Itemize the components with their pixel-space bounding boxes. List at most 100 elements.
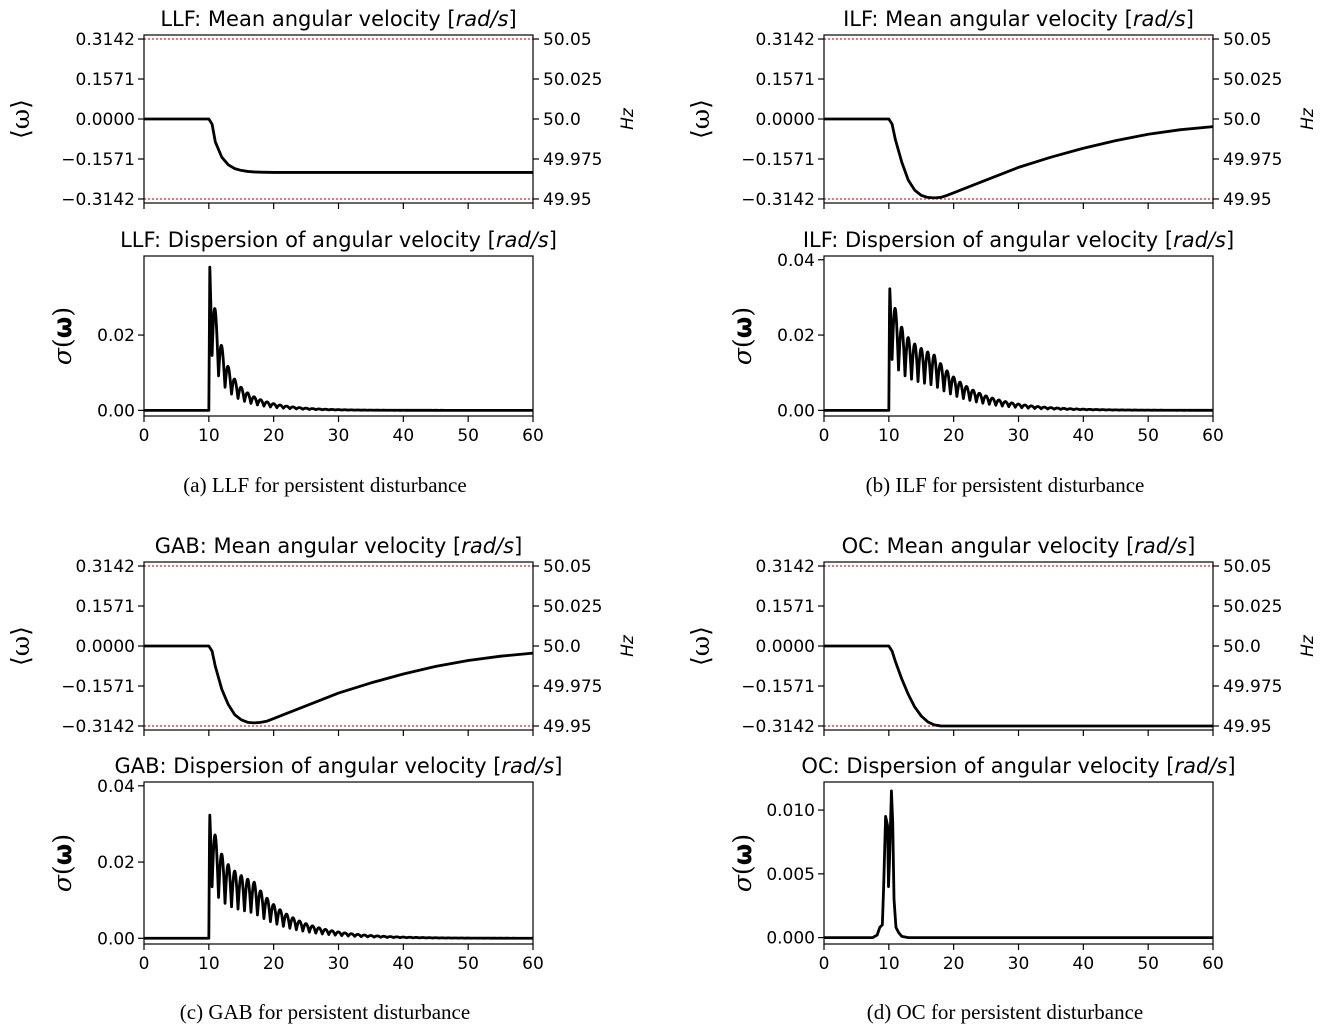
- y-right-axis-label-c: Hz: [618, 634, 638, 657]
- y-right-tick-label-d: 50.05: [1223, 557, 1272, 577]
- y-tick-label-c: −0.1571: [61, 677, 135, 697]
- y-right-tick-label-a: 50.025: [543, 70, 602, 90]
- y-tick-label-b: 0.3142: [756, 30, 815, 50]
- x-tick-label-d: 20: [943, 954, 965, 974]
- mean-plot-a: 0.3142 50.05 0.1571 50.025 0.0000 50.0 −0.1571…: [6, 7, 638, 210]
- dispersion-plot-c: 0.00 0.02 0.04 0 10 20 30 40 50 60 GAB: Dispersion…: [48, 754, 562, 974]
- x-tick-label-b: 0: [819, 426, 830, 446]
- plot-title-dispersion-d: OC: Dispersion of angular velocity [rad/…: [801, 754, 1235, 778]
- dispersion-axes-frame-c: [143, 781, 534, 945]
- y-right-tick-label-a: 50.0: [543, 110, 581, 130]
- dispersion-series-line-b: [822, 287, 1215, 412]
- y-right-tick-label-c: 50.025: [543, 597, 602, 617]
- y-tick-label-c: 0.3142: [76, 557, 135, 577]
- x-tick-label-a: 50: [457, 426, 479, 446]
- x-tick-label-d: 40: [1073, 954, 1095, 974]
- y-tick-label-a: 0.3142: [76, 30, 135, 50]
- y-tick-label-a: 0.02: [97, 326, 135, 346]
- x-tick-label-c: 10: [198, 954, 220, 974]
- dispersion-series-line-c: [142, 813, 535, 940]
- y-tick-label-b: 0.00: [777, 401, 815, 421]
- x-tick-label-b: 30: [1008, 426, 1030, 446]
- y-right-tick-label-c: 49.95: [543, 717, 592, 737]
- subfigure-caption-d: (d) OC for persistent disturbance: [867, 1000, 1143, 1024]
- x-tick-label-b: 60: [1202, 426, 1224, 446]
- y-tick-label-a: 0.1571: [76, 70, 135, 90]
- y-tick-label-a: −0.3142: [61, 190, 135, 210]
- dispersion-series-line-a: [142, 265, 535, 412]
- dispersion-axes-frame-b: [823, 255, 1214, 417]
- y-tick-label-c: 0.0000: [76, 637, 135, 657]
- subfigure-caption-a: (a) LLF for persistent disturbance: [183, 473, 466, 497]
- x-tick-label-b: 50: [1137, 426, 1159, 446]
- x-tick-label-a: 40: [393, 426, 415, 446]
- y-tick-label-d: 0.0000: [756, 637, 815, 657]
- y-tick-label-d: 0.000: [766, 929, 815, 949]
- y-tick-label-c: −0.3142: [61, 717, 135, 737]
- subfigure-b: 0.3142 50.05 0.1571 50.025 0.0000 50.0 −0.1571…: [686, 7, 1318, 497]
- y-tick-label-a: 0.0000: [76, 110, 135, 130]
- mean-series-line-b: [824, 117, 1214, 200]
- x-tick-label-a: 30: [328, 426, 350, 446]
- y-tick-label-c: 0.1571: [76, 597, 135, 617]
- y-tick-label-c: 0.00: [97, 929, 135, 949]
- mean-plot-d: 0.3142 50.05 0.1571 50.025 0.0000 50.0 −0.1571…: [686, 534, 1318, 737]
- y-axis-label-mean-c: ⟨ω⟩: [6, 626, 35, 666]
- plot-title-dispersion-b: ILF: Dispersion of angular velocity [rad…: [803, 228, 1234, 252]
- y-tick-label-d: −0.3142: [741, 717, 815, 737]
- x-tick-label-c: 0: [139, 954, 150, 974]
- y-tick-label-c: 0.02: [97, 853, 135, 873]
- plot-title-mean-c: GAB: Mean angular velocity [rad/s]: [155, 534, 523, 558]
- x-tick-label-c: 60: [522, 954, 544, 974]
- y-right-tick-label-b: 50.05: [1223, 30, 1272, 50]
- x-tick-label-d: 30: [1008, 954, 1030, 974]
- subfigure-d: 0.3142 50.05 0.1571 50.025 0.0000 50.0 −0.1571…: [686, 534, 1318, 1024]
- plot-title-mean-a: LLF: Mean angular velocity [rad/s]: [160, 7, 516, 31]
- y-right-tick-label-b: 50.025: [1223, 70, 1282, 90]
- x-tick-label-a: 60: [522, 426, 544, 446]
- y-axis-label-mean-a: ⟨ω⟩: [6, 99, 35, 139]
- mean-series-line-d: [824, 644, 1213, 728]
- y-tick-label-d: 0.005: [766, 865, 815, 885]
- mean-plot-b: 0.3142 50.05 0.1571 50.025 0.0000 50.0 −0.1571…: [686, 7, 1318, 210]
- y-tick-label-b: 0.0000: [756, 110, 815, 130]
- x-tick-label-d: 50: [1137, 954, 1159, 974]
- x-tick-label-a: 20: [263, 426, 285, 446]
- plot-title-dispersion-c: GAB: Dispersion of angular velocity [rad…: [115, 754, 563, 778]
- x-tick-label-d: 10: [878, 954, 900, 974]
- y-tick-label-a: −0.1571: [61, 150, 135, 170]
- y-right-tick-label-c: 49.975: [543, 677, 602, 697]
- dispersion-plot-b: 0.00 0.02 0.04 0 10 20 30 40 50 60 ILF: Dispersion…: [728, 228, 1234, 446]
- y-axis-label-mean-b: ⟨ω⟩: [686, 99, 715, 139]
- dispersion-series-line-d: [824, 789, 1213, 940]
- y-tick-label-d: 0.3142: [756, 557, 815, 577]
- y-tick-label-b: 0.04: [777, 251, 815, 271]
- subfigure-c: 0.3142 50.05 0.1571 50.025 0.0000 50.0 −0.1571…: [6, 534, 638, 1024]
- y-right-tick-label-d: 49.95: [1223, 717, 1272, 737]
- y-right-axis-label-b: Hz: [1298, 107, 1318, 130]
- x-tick-label-c: 30: [328, 954, 350, 974]
- y-right-tick-label-b: 50.0: [1223, 110, 1261, 130]
- x-tick-label-d: 0: [819, 954, 830, 974]
- y-right-axis-label-a: Hz: [618, 107, 638, 130]
- x-tick-label-b: 20: [943, 426, 965, 446]
- y-tick-label-b: 0.1571: [756, 70, 815, 90]
- plot-title-mean-b: ILF: Mean angular velocity [rad/s]: [843, 7, 1194, 31]
- dispersion-plot-a: 0.00 0.02 0 10 20 30 40 50 60 LLF: Dispersion of …: [48, 228, 557, 446]
- y-right-tick-label-a: 50.05: [543, 30, 592, 50]
- y-tick-label-c: 0.04: [97, 777, 135, 797]
- plot-title-dispersion-a: LLF: Dispersion of angular velocity [rad…: [120, 228, 557, 252]
- y-axis-label-dispersion-c: σ(ω): [48, 834, 77, 892]
- y-axis-label-mean-d: ⟨ω⟩: [686, 626, 715, 666]
- y-right-tick-label-d: 49.975: [1223, 677, 1282, 697]
- dispersion-plot-d: 0.000 0.005 0.010 0 10 20 30 40 50 60 OC: Dispersi…: [728, 754, 1236, 974]
- y-right-tick-label-c: 50.05: [543, 557, 592, 577]
- x-tick-label-b: 10: [878, 426, 900, 446]
- y-tick-label-d: 0.010: [766, 801, 815, 821]
- mean-series-line-a: [144, 117, 533, 174]
- y-tick-label-d: 0.1571: [756, 597, 815, 617]
- y-right-tick-label-b: 49.95: [1223, 190, 1272, 210]
- mean-series-line-c: [144, 644, 534, 725]
- x-tick-label-a: 10: [198, 426, 220, 446]
- subfigure-a: 0.3142 50.05 0.1571 50.025 0.0000 50.0 −0.1571…: [6, 7, 638, 497]
